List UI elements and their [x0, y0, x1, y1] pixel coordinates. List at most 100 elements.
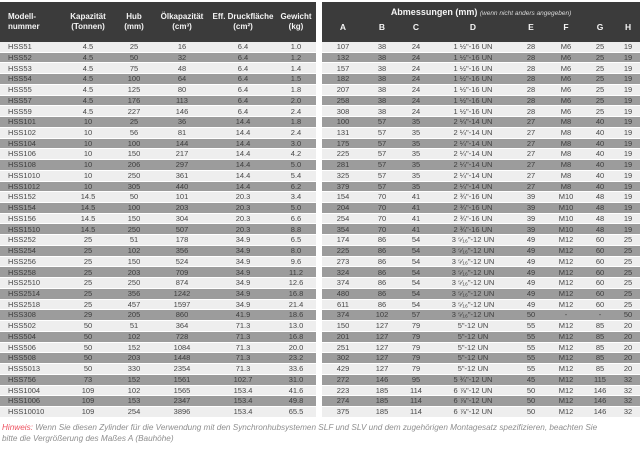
value-cell: 48 — [584, 203, 616, 214]
column-header-line: Modell- — [8, 12, 36, 21]
value-cell: M6 — [548, 84, 584, 96]
value-cell: 70 — [364, 192, 400, 204]
table-row: 251 127 79 5"-12 UN 55 M12 85 20 — [322, 342, 640, 354]
value-cell: 25 — [616, 288, 640, 300]
value-cell: 34.9 — [210, 267, 276, 279]
value-cell: 51 — [114, 321, 154, 332]
value-cell: 2 ¼"-14 UN — [432, 160, 514, 171]
value-cell: 39 — [514, 213, 548, 225]
value-cell: 10 — [62, 127, 114, 139]
value-cell: 131 — [322, 127, 364, 139]
table-row: HSS508 50 203 1448 71.3 23.2 — [0, 353, 316, 365]
value-cell: 1597 — [154, 299, 210, 311]
value-cell: 27 — [514, 127, 548, 139]
value-cell: 49 — [514, 267, 548, 279]
value-cell: 27 — [514, 117, 548, 128]
value-cell: 23.2 — [276, 353, 316, 365]
value-cell: 71.3 — [210, 364, 276, 375]
value-cell: 4.5 — [62, 63, 114, 75]
value-cell: 3 ⁵⁄₁₆"-12 UN — [432, 299, 514, 311]
value-cell: 19 — [616, 192, 640, 204]
value-cell: 3 ⁵⁄₁₆"-12 UN — [432, 310, 514, 322]
value-cell: 57 — [364, 117, 400, 128]
column-header-line: Gewicht — [280, 12, 312, 21]
model-number-cell: HSS254 — [0, 245, 62, 257]
value-cell: 27 — [514, 170, 548, 182]
value-cell: 39 — [514, 192, 548, 204]
value-cell: 5"-12 UN — [432, 364, 514, 375]
table-row: 324 86 54 3 ⁵⁄₁₆"-12 UN 49 M12 60 25 — [322, 267, 640, 279]
value-cell: 6.4 — [210, 63, 276, 75]
value-cell: 611 — [322, 299, 364, 311]
value-cell: M6 — [548, 52, 584, 64]
column-header-line: Eff. Druckfläche — [212, 12, 274, 21]
value-cell: 178 — [154, 235, 210, 246]
table-row: 274 185 114 6 ⅞"-12 UN 50 M12 146 32 — [322, 396, 640, 407]
value-cell: 272 — [322, 374, 364, 386]
value-cell: 146 — [584, 396, 616, 407]
table-row: 107 38 24 1 ½"-16 UN 28 M6 25 19 — [322, 42, 640, 53]
value-cell: 201 — [322, 331, 364, 343]
table-row: 374 86 54 3 ⁵⁄₁₆"-12 UN 49 M12 60 25 — [322, 278, 640, 289]
table-row: 175 57 35 2 ¼"-14 UN 27 M8 40 19 — [322, 138, 640, 150]
value-cell: 107 — [322, 42, 364, 53]
value-cell: 57 — [400, 310, 432, 322]
table-row: HSS51 4.5 25 16 6.4 1.0 — [0, 42, 316, 53]
value-cell: 48 — [584, 192, 616, 204]
value-cell: 60 — [584, 299, 616, 311]
value-cell: 10 — [62, 149, 114, 161]
value-cell: 6 ⅞"-12 UN — [432, 385, 514, 397]
value-cell: 39 — [514, 224, 548, 236]
value-cell: 308 — [322, 106, 364, 118]
value-cell: M12 — [548, 374, 584, 386]
value-cell: 86 — [364, 245, 400, 257]
value-cell: 34.9 — [210, 245, 276, 257]
column-header-stroke: Hub (mm) — [114, 2, 154, 42]
value-cell: 27 — [514, 138, 548, 150]
value-cell: 32 — [154, 52, 210, 64]
model-number-cell: HSS106 — [0, 149, 62, 161]
value-cell: 86 — [364, 288, 400, 300]
value-cell: 34.9 — [210, 299, 276, 311]
table-row: HSS106 10 150 217 14.4 4.2 — [0, 149, 316, 161]
value-cell: 40 — [584, 181, 616, 193]
model-number-cell: HSS108 — [0, 160, 62, 171]
value-cell: 50 — [114, 52, 154, 64]
value-cell: 8.0 — [276, 245, 316, 257]
table-row: HSS308 29 205 860 41.9 18.6 — [0, 310, 316, 322]
value-cell: 40 — [584, 160, 616, 171]
value-cell: 28 — [514, 52, 548, 64]
value-cell: 35 — [400, 149, 432, 161]
value-cell: 79 — [400, 342, 432, 354]
column-header-model: Modell- nummer — [0, 2, 62, 42]
value-cell: 19 — [616, 84, 640, 96]
value-cell: 5.0 — [276, 160, 316, 171]
value-cell: 6.4 — [210, 74, 276, 85]
column-header-G: G — [584, 19, 616, 42]
value-cell: 102 — [364, 310, 400, 322]
value-cell: 70 — [364, 213, 400, 225]
value-cell: 50 — [62, 321, 114, 332]
value-cell: 203 — [114, 353, 154, 365]
value-cell: 254 — [114, 406, 154, 418]
value-cell: M12 — [548, 288, 584, 300]
value-cell: 34.9 — [210, 256, 276, 268]
value-cell: 302 — [322, 353, 364, 365]
value-cell: 1.4 — [276, 63, 316, 75]
value-cell: 2354 — [154, 364, 210, 375]
value-cell: 6.4 — [210, 106, 276, 118]
table-row: HSS55 4.5 125 80 6.4 1.8 — [0, 84, 316, 96]
value-cell: 364 — [154, 321, 210, 332]
value-cell: 35 — [400, 138, 432, 150]
value-cell: 80 — [154, 84, 210, 96]
value-cell: 20.3 — [210, 213, 276, 225]
value-cell: 20 — [616, 364, 640, 375]
value-cell: 2 ¾"-16 UN — [432, 203, 514, 214]
value-cell: 457 — [114, 299, 154, 311]
value-cell: 14.5 — [62, 224, 114, 236]
value-cell: 45 — [514, 374, 548, 386]
value-cell: 28 — [514, 106, 548, 118]
column-header-C: C — [400, 19, 432, 42]
value-cell: 50 — [62, 331, 114, 343]
